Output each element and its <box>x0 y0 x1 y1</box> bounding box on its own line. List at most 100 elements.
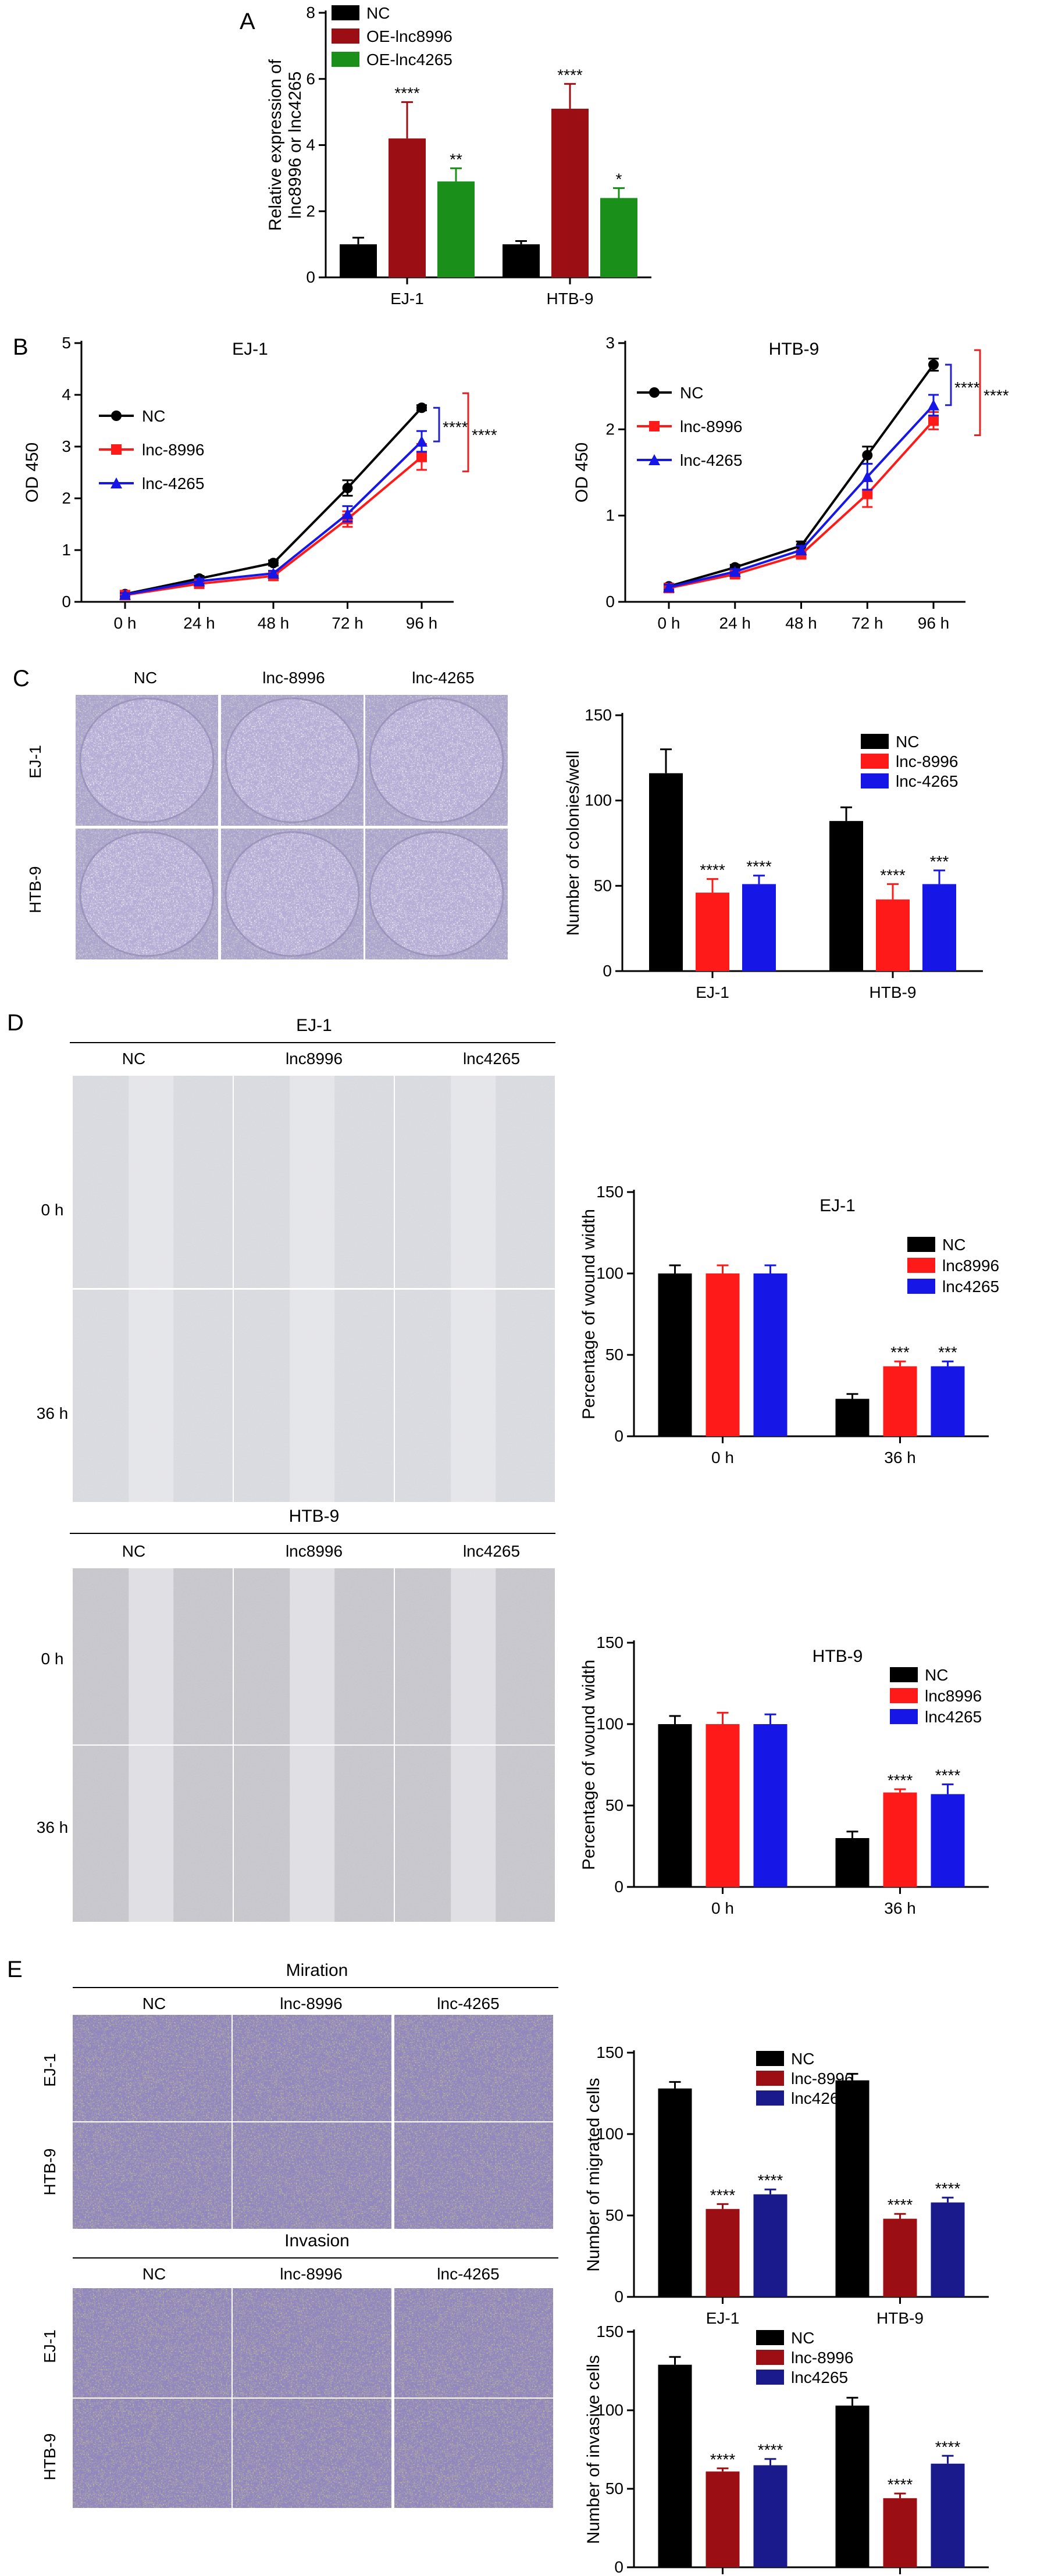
d-top-title: EJ-1 <box>296 1016 332 1035</box>
chart-e2-y-tick-label: 50 <box>605 2479 623 2497</box>
chart-c-sig-label: *** <box>930 852 949 870</box>
chart-b2-y-tick-label: 3 <box>605 334 615 352</box>
chart-e1-legend-label: lnc4265 <box>791 2089 848 2107</box>
e-top-image-1-cells <box>233 2015 391 2121</box>
chart-b1-point <box>341 508 354 519</box>
d-bottom-title: HTB-9 <box>289 1507 340 1526</box>
d-bottom-image-2-gap <box>451 1568 496 1744</box>
chart-b1-x-tick-label: 96 h <box>406 614 438 632</box>
chart-a-bar <box>437 181 475 277</box>
chart-c-x-tick-label: EJ-1 <box>696 983 729 1001</box>
e-top-row-label-group: EJ-1 <box>41 2053 59 2087</box>
chart-b2-bracket-red <box>974 349 981 436</box>
chart-e2-legend-swatch <box>756 2350 784 2365</box>
chart-e2-sig-label: **** <box>935 2438 961 2456</box>
c-plate-0-colonies <box>76 695 218 826</box>
chart-d1-legend-swatch <box>907 1258 935 1273</box>
chart-d1-title: EJ-1 <box>819 1196 856 1215</box>
e-top-image-0-cells <box>73 2015 231 2121</box>
chart-d1: 0 50 100 150 Percentage of wound width 0 h 36 … <box>579 1183 999 1467</box>
chart-a-sig-label: ** <box>450 150 462 168</box>
chart-a-y-label: Relative expression of <box>266 59 285 231</box>
panel-letter-e: E <box>7 1957 23 1982</box>
chart-e2-bar <box>705 2471 740 2567</box>
e-bottom-image-2 <box>394 2288 553 2397</box>
chart-e1-x-tick-label: HTB-9 <box>876 2309 924 2327</box>
chart-c-legend-label: lnc-8996 <box>896 752 958 770</box>
chart-a-bar <box>340 244 377 277</box>
chart-d2-bar <box>835 1838 870 1887</box>
d-bottom-col-header: lnc8996 <box>286 1542 343 1560</box>
chart-e1-bar <box>931 2202 965 2297</box>
chart-d2-title: HTB-9 <box>813 1647 863 1666</box>
chart-b2-series-line <box>668 420 935 590</box>
d-top-col-header: NC <box>122 1050 145 1068</box>
chart-b2-x-tick-label: 48 h <box>785 614 817 632</box>
chart-c-y-tick-label: 150 <box>585 706 612 724</box>
e-bottom-row-label: HTB-9 <box>41 2434 59 2481</box>
chart-b1-title: EJ-1 <box>232 340 268 359</box>
d-bottom-image-5 <box>395 1746 555 1922</box>
chart-b2-bracket-sig: **** <box>954 379 980 397</box>
chart-b1: 0 1 2 3 4 5 OD 450 0 h 24 h 48 h 72 h 96 h **** **** E… <box>23 334 497 632</box>
chart-c-legend-swatch <box>861 734 889 749</box>
e-bottom-image-2-cells <box>394 2288 553 2397</box>
c-plate-4-colonies <box>221 829 364 959</box>
chart-d1-legend-swatch <box>907 1279 935 1294</box>
chart-b1-y-label-group: OD 450 <box>23 443 42 502</box>
chart-e2-legend-swatch <box>756 2370 784 2385</box>
e-bottom-image-3 <box>73 2399 231 2508</box>
chart-d1-y-tick-label: 50 <box>605 1346 623 1364</box>
chart-a: 0 2 4 6 8 Relative expression of lnc8996 or ln… <box>266 3 651 308</box>
chart-e1-bar <box>883 2218 917 2297</box>
chart-b1-y-tick-label: 5 <box>62 334 71 352</box>
e-top-image-4 <box>233 2122 391 2229</box>
chart-e1-sig-label: **** <box>710 2186 736 2204</box>
chart-a-sig-label: **** <box>394 84 420 102</box>
chart-e1-y-tick-label: 150 <box>596 2043 623 2061</box>
chart-b2-title: HTB-9 <box>769 340 819 359</box>
chart-c-sig-label: **** <box>746 858 772 876</box>
e-bottom-image-1 <box>233 2288 391 2397</box>
c-plate-0 <box>76 695 218 826</box>
chart-b1-y-tick-label: 2 <box>62 489 71 507</box>
chart-e1-legend-swatch <box>756 2051 784 2066</box>
chart-d2-bar <box>658 1724 692 1887</box>
chart-a-legend-label: OE-lnc4265 <box>366 51 452 69</box>
e-bottom-row-label-group: HTB-9 <box>41 2434 59 2481</box>
chart-d2-legend-swatch <box>890 1709 918 1724</box>
chart-a-x-tick-label: EJ-1 <box>390 290 424 308</box>
d-top-image-3-gap <box>129 1290 174 1502</box>
d-bottom-image-2 <box>395 1568 555 1744</box>
d-bottom-image-1-gap <box>290 1568 335 1744</box>
chart-b2-point <box>862 449 873 461</box>
chart-b1-point <box>416 402 427 413</box>
chart-b1-legend-marker <box>111 411 122 421</box>
chart-b1-point <box>193 575 205 587</box>
e-bottom-col-header: lnc-8996 <box>280 2265 342 2283</box>
chart-e2-y-label: Number of invasive cells <box>584 2355 603 2544</box>
chart-b1-legend-label: lnc-4265 <box>142 474 204 493</box>
e-bottom-image-5 <box>394 2399 553 2508</box>
chart-e2-legend-label: lnc-8996 <box>791 2349 853 2367</box>
d-top-image-4 <box>234 1290 394 1502</box>
c-col-header: NC <box>134 669 157 687</box>
chart-d2-y-tick-label: 150 <box>596 1633 623 1651</box>
chart-d1-legend-label: lnc4265 <box>942 1278 999 1296</box>
chart-e1-y-label-group: Number of migrated cells <box>584 2078 603 2271</box>
d-bottom-image-3-gap <box>129 1746 174 1922</box>
d-bottom-image-4-gap <box>290 1746 335 1922</box>
d-bottom-image-1 <box>234 1568 394 1744</box>
chart-d1-bar <box>835 1398 870 1436</box>
chart-d2-y-tick-label: 0 <box>614 1878 623 1896</box>
chart-e1-legend-label: lnc-8996 <box>791 2070 853 2088</box>
chart-e1-bar <box>658 2088 692 2297</box>
e-top-row-label-group: HTB-9 <box>41 2149 59 2196</box>
d-top-image-3 <box>73 1290 233 1502</box>
chart-e2-bar <box>883 2498 917 2567</box>
chart-e1-y-tick-label: 50 <box>605 2206 623 2224</box>
c-col-header: lnc-4265 <box>412 669 474 687</box>
chart-b1-bracket-blue <box>433 406 440 443</box>
